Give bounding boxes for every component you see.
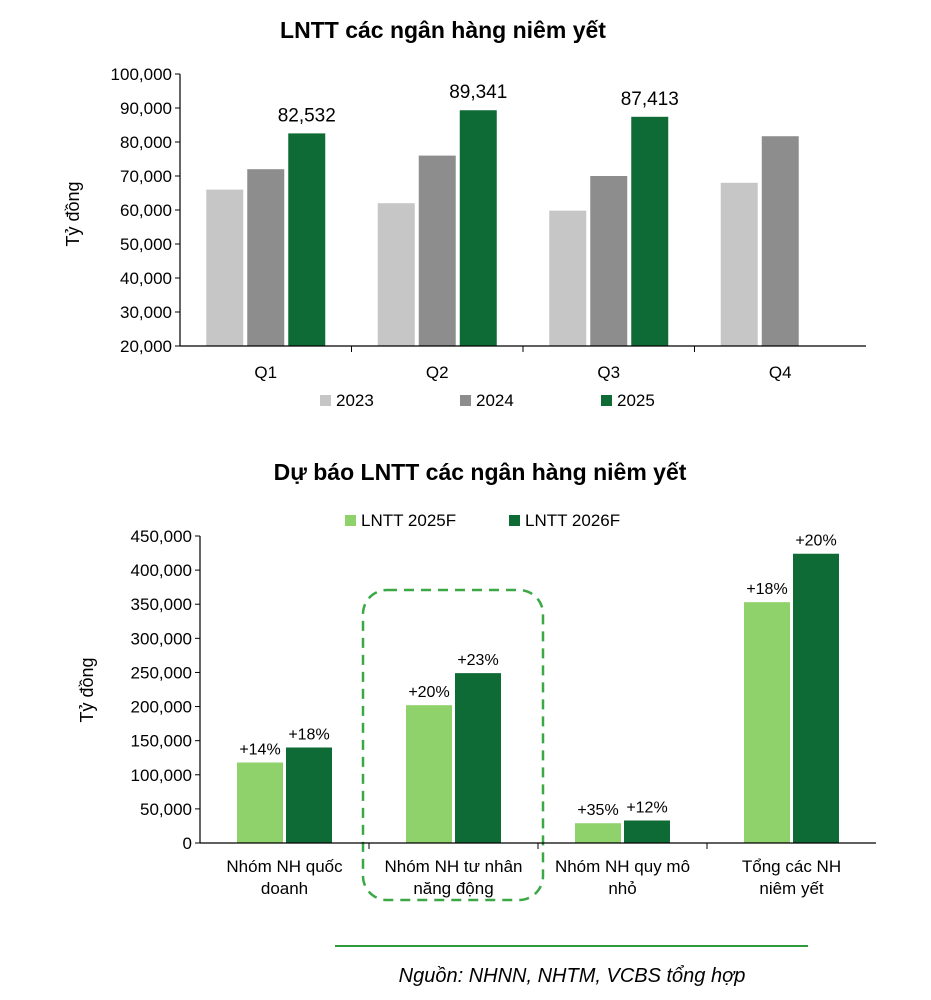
y-tick-label: 90,000 — [120, 99, 172, 118]
category-label: Nhóm NH quy mô — [555, 857, 690, 876]
chart-2-data-labels: +14% +18% +20% +23% +35% +12% +18% +20% — [239, 533, 836, 819]
bar-lntt-2025f — [744, 602, 790, 843]
y-tick-label: 80,000 — [120, 133, 172, 152]
bar-2023 — [206, 189, 244, 346]
bar-2025 — [288, 133, 326, 346]
bar-lntt-2026f — [624, 820, 670, 843]
category-label: năng động — [413, 879, 493, 898]
bar-2025 — [631, 116, 669, 346]
chart-1-y-ticks: 20,000 30,000 40,000 50,000 60,000 70,000 80,0… — [111, 65, 180, 356]
chart-2-y-axis-label: Tỷ đồng — [77, 657, 97, 722]
y-tick-label: 100,000 — [131, 766, 192, 785]
category-label: Q1 — [254, 363, 277, 382]
y-tick-label: 200,000 — [131, 698, 192, 717]
bar-lntt-2026f — [455, 673, 501, 843]
y-tick-label: 50,000 — [140, 800, 192, 819]
data-label: +12% — [626, 799, 667, 816]
legend-swatch — [460, 395, 471, 406]
chart-2-y-ticks: 0 50,000 100,000 150,000 200,000 250,000 300,0… — [131, 527, 200, 853]
y-tick-label: 60,000 — [120, 201, 172, 220]
y-tick-label: 30,000 — [120, 303, 172, 322]
bar-2024 — [418, 155, 456, 346]
y-tick-label: 40,000 — [120, 269, 172, 288]
bar-2024 — [761, 136, 799, 346]
y-tick-label: 150,000 — [131, 732, 192, 751]
bar-2023 — [377, 203, 415, 346]
bar-lntt-2025f — [575, 823, 621, 843]
legend-label: 2025 — [617, 391, 655, 410]
legend-swatch — [320, 395, 331, 406]
chart-2-categories: Nhóm NH quốc doanh Nhóm NH tư nhân năng độn… — [226, 857, 841, 898]
y-tick-label: 0 — [183, 834, 192, 853]
y-tick-label: 100,000 — [111, 65, 172, 84]
chart-1-bars — [206, 110, 799, 346]
category-label: Q3 — [597, 363, 620, 382]
bar-2023 — [720, 182, 758, 346]
legend-swatch — [601, 395, 612, 406]
chart-2-axes — [199, 536, 876, 849]
category-label: niêm yết — [759, 879, 824, 898]
bar-2025 — [459, 110, 497, 346]
bar-2023 — [549, 210, 587, 346]
bar-2024 — [247, 169, 285, 346]
category-label: doanh — [261, 879, 308, 898]
data-label: +20% — [795, 533, 836, 550]
y-tick-label: 300,000 — [131, 629, 192, 648]
data-label: +20% — [408, 684, 449, 701]
y-tick-label: 350,000 — [131, 595, 192, 614]
chart-1-title: LNTT các ngân hàng niêm yết — [280, 17, 606, 43]
category-label: Tổng các NH — [742, 857, 841, 876]
y-tick-label: 50,000 — [120, 235, 172, 254]
chart-2-legend: LNTT 2025F LNTT 2026F — [345, 511, 620, 530]
category-label: Q2 — [426, 363, 449, 382]
legend-label: LNTT 2026F — [525, 511, 620, 530]
y-tick-label: 250,000 — [131, 663, 192, 682]
category-label: nhỏ — [608, 879, 636, 898]
chart-1-data-labels: 82,532 89,341 87,413 — [278, 82, 679, 126]
data-label: +18% — [746, 581, 787, 598]
data-label: +23% — [457, 652, 498, 669]
chart-2: Dự báo LNTT các ngân hàng niêm yết Tỷ đồ… — [77, 459, 876, 902]
y-tick-label: 450,000 — [131, 527, 192, 546]
data-label: +14% — [239, 741, 280, 758]
bar-lntt-2025f — [237, 762, 283, 843]
chart-1-y-axis-label: Tỷ đồng — [63, 181, 83, 246]
highlight-box — [361, 588, 545, 902]
y-tick-label: 70,000 — [120, 167, 172, 186]
y-tick-label: 400,000 — [131, 561, 192, 580]
legend-label: 2023 — [336, 391, 374, 410]
legend-label: 2024 — [476, 391, 514, 410]
chart-1: LNTT các ngân hàng niêm yết Tỷ đồng 20,0… — [63, 17, 866, 410]
chart-2-bars — [237, 553, 839, 843]
legend-swatch — [345, 515, 356, 526]
chart-2-title: Dự báo LNTT các ngân hàng niêm yết — [274, 459, 687, 485]
legend-label: LNTT 2025F — [361, 511, 456, 530]
y-tick-label: 20,000 — [120, 337, 172, 356]
chart-1-categories: Q1 Q2 Q3 Q4 — [254, 363, 791, 382]
data-label: 82,532 — [278, 105, 336, 126]
category-label: Q4 — [769, 363, 792, 382]
data-label: +18% — [288, 726, 329, 743]
chart-1-axes — [179, 74, 866, 352]
bar-lntt-2026f — [286, 747, 332, 843]
source-note: Nguồn: NHNN, NHTM, VCBS tổng hợp — [399, 965, 746, 987]
bar-lntt-2025f — [406, 705, 452, 843]
legend-swatch — [509, 515, 520, 526]
bar-lntt-2026f — [793, 553, 839, 843]
chart-1-legend: 2023 2024 2025 — [320, 391, 655, 410]
category-label: Nhóm NH quốc — [226, 857, 343, 876]
bar-2024 — [590, 176, 628, 346]
data-label: +35% — [577, 802, 618, 819]
data-label: 87,413 — [621, 89, 679, 110]
category-label: Nhóm NH tư nhân — [385, 857, 523, 876]
data-label: 89,341 — [449, 82, 507, 103]
